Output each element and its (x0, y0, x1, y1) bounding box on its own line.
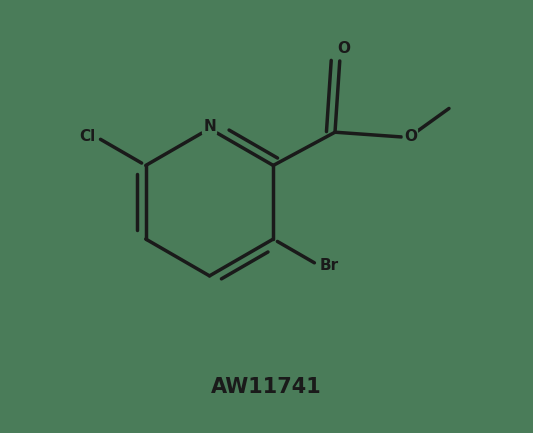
Text: O: O (337, 41, 350, 56)
Text: O: O (404, 129, 417, 145)
Text: N: N (203, 119, 216, 134)
Text: AW11741: AW11741 (211, 378, 322, 397)
Text: Cl: Cl (79, 129, 96, 145)
Text: Br: Br (319, 258, 338, 273)
